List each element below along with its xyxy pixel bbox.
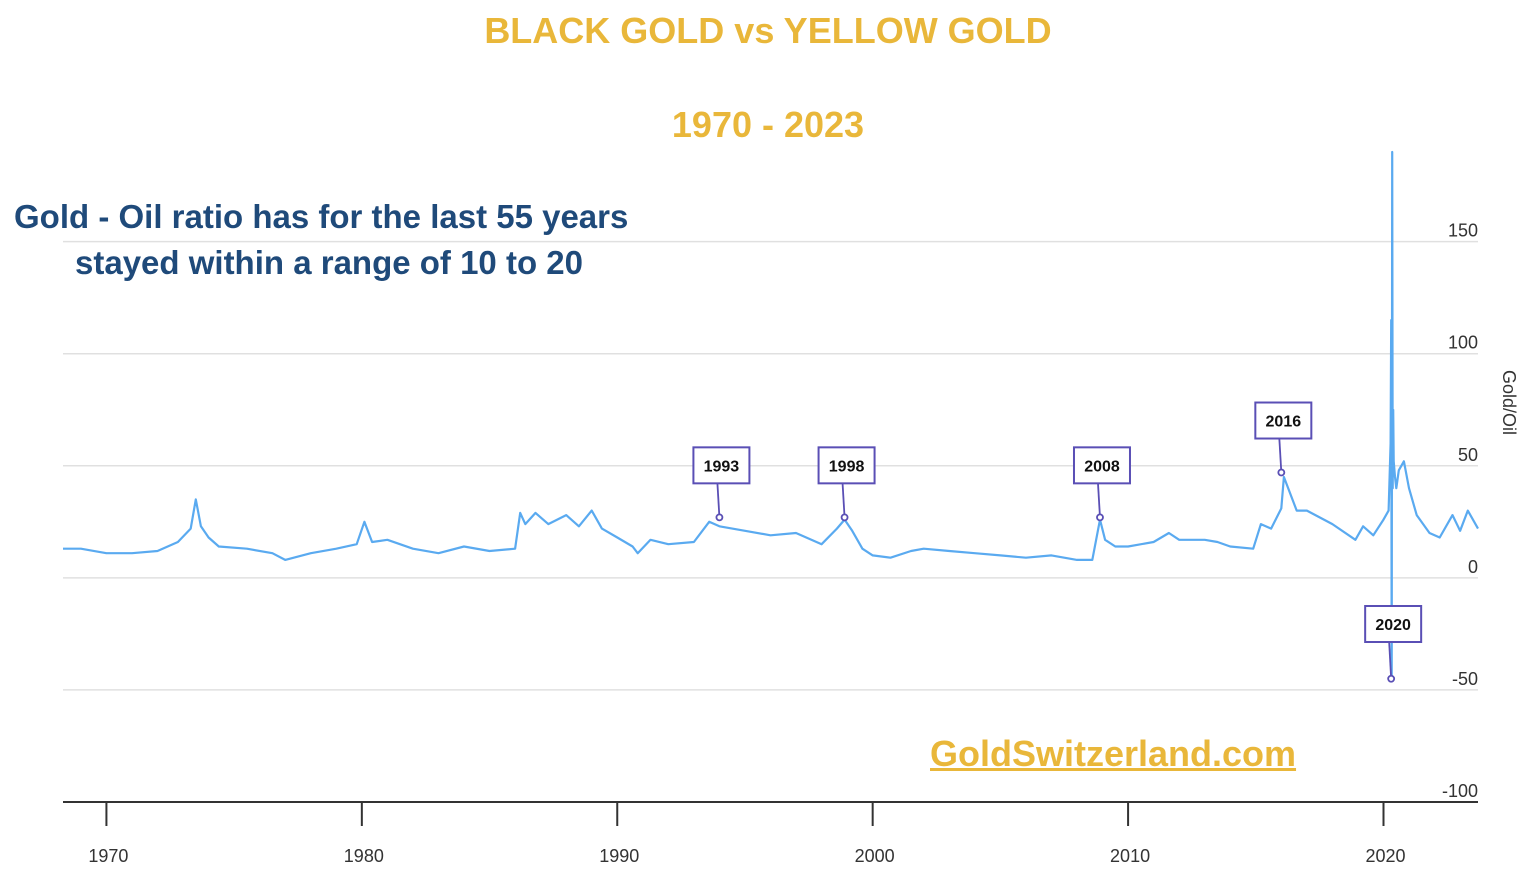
annotation-box xyxy=(1364,605,1423,643)
x-tick-label: 2010 xyxy=(1110,846,1150,866)
annotation-1993: 1993 xyxy=(692,446,751,522)
grid-lines xyxy=(63,240,1478,691)
y-tick-label: -50 xyxy=(1452,669,1478,689)
annotation-leader xyxy=(1097,483,1101,518)
y-tick-label: 0 xyxy=(1468,557,1478,577)
annotation-leader xyxy=(716,483,721,518)
annotation-point xyxy=(840,513,849,522)
x-tick-label: 1990 xyxy=(599,846,639,866)
annotation-label: 2020 xyxy=(1375,617,1411,634)
headline-line-2: stayed within a range of 10 to 20 xyxy=(75,244,583,281)
annotation-box xyxy=(1254,401,1313,440)
y-tick-label: -100 xyxy=(1442,781,1478,801)
x-tick-label: 1970 xyxy=(88,846,128,866)
y-tick-label: 50 xyxy=(1458,445,1478,465)
annotation-leader xyxy=(841,483,846,518)
annotations: 1993 1998 2008 2016 2020 xyxy=(692,401,1423,683)
series-line-0 xyxy=(63,150,1479,680)
x-tick-label: 1980 xyxy=(344,846,384,866)
annotation-1998: 1998 xyxy=(817,446,876,522)
annotation-box xyxy=(817,446,876,485)
annotation-2016: 2016 xyxy=(1254,401,1313,477)
x-tick-label: 2000 xyxy=(855,846,895,866)
annotation-label: 1998 xyxy=(829,458,865,475)
annotation-label: 1993 xyxy=(704,458,740,475)
annotation-leader xyxy=(1388,641,1393,679)
annotation-2020: 2020 xyxy=(1364,605,1423,683)
chart-subtitle: 1970 - 2023 xyxy=(671,104,865,145)
y-axis-label: Gold/Oil xyxy=(1499,370,1519,435)
annotation-leader xyxy=(1278,438,1283,473)
annotation-point xyxy=(715,513,724,522)
headline-line-1: Gold - Oil ratio has for the last 55 yea… xyxy=(14,198,629,235)
annotation-label: 2008 xyxy=(1084,458,1120,475)
x-tick-label: 2020 xyxy=(1365,846,1405,866)
y-tick-label: 150 xyxy=(1448,221,1478,241)
annotation-point xyxy=(1096,513,1104,522)
annotation-2008: 2008 xyxy=(1072,446,1131,522)
y-tick-label: 100 xyxy=(1448,333,1478,353)
annotation-point xyxy=(1277,468,1286,477)
y-axis-ticks: 150 100 50 0 -50 -100 xyxy=(1442,221,1478,801)
headline: Gold - Oil ratio has for the last 55 yea… xyxy=(14,194,628,286)
annotation-point xyxy=(1387,674,1396,683)
x-axis: 1970 1980 1990 2000 2010 2020 xyxy=(63,801,1478,866)
chart-title: BLACK GOLD vs YELLOW GOLD xyxy=(484,10,1052,51)
series-layer xyxy=(63,150,1479,680)
brand-link[interactable]: GoldSwitzerland.com xyxy=(930,733,1297,774)
annotation-box xyxy=(1072,446,1131,485)
annotation-box xyxy=(692,446,751,485)
annotation-label: 2016 xyxy=(1266,414,1302,431)
